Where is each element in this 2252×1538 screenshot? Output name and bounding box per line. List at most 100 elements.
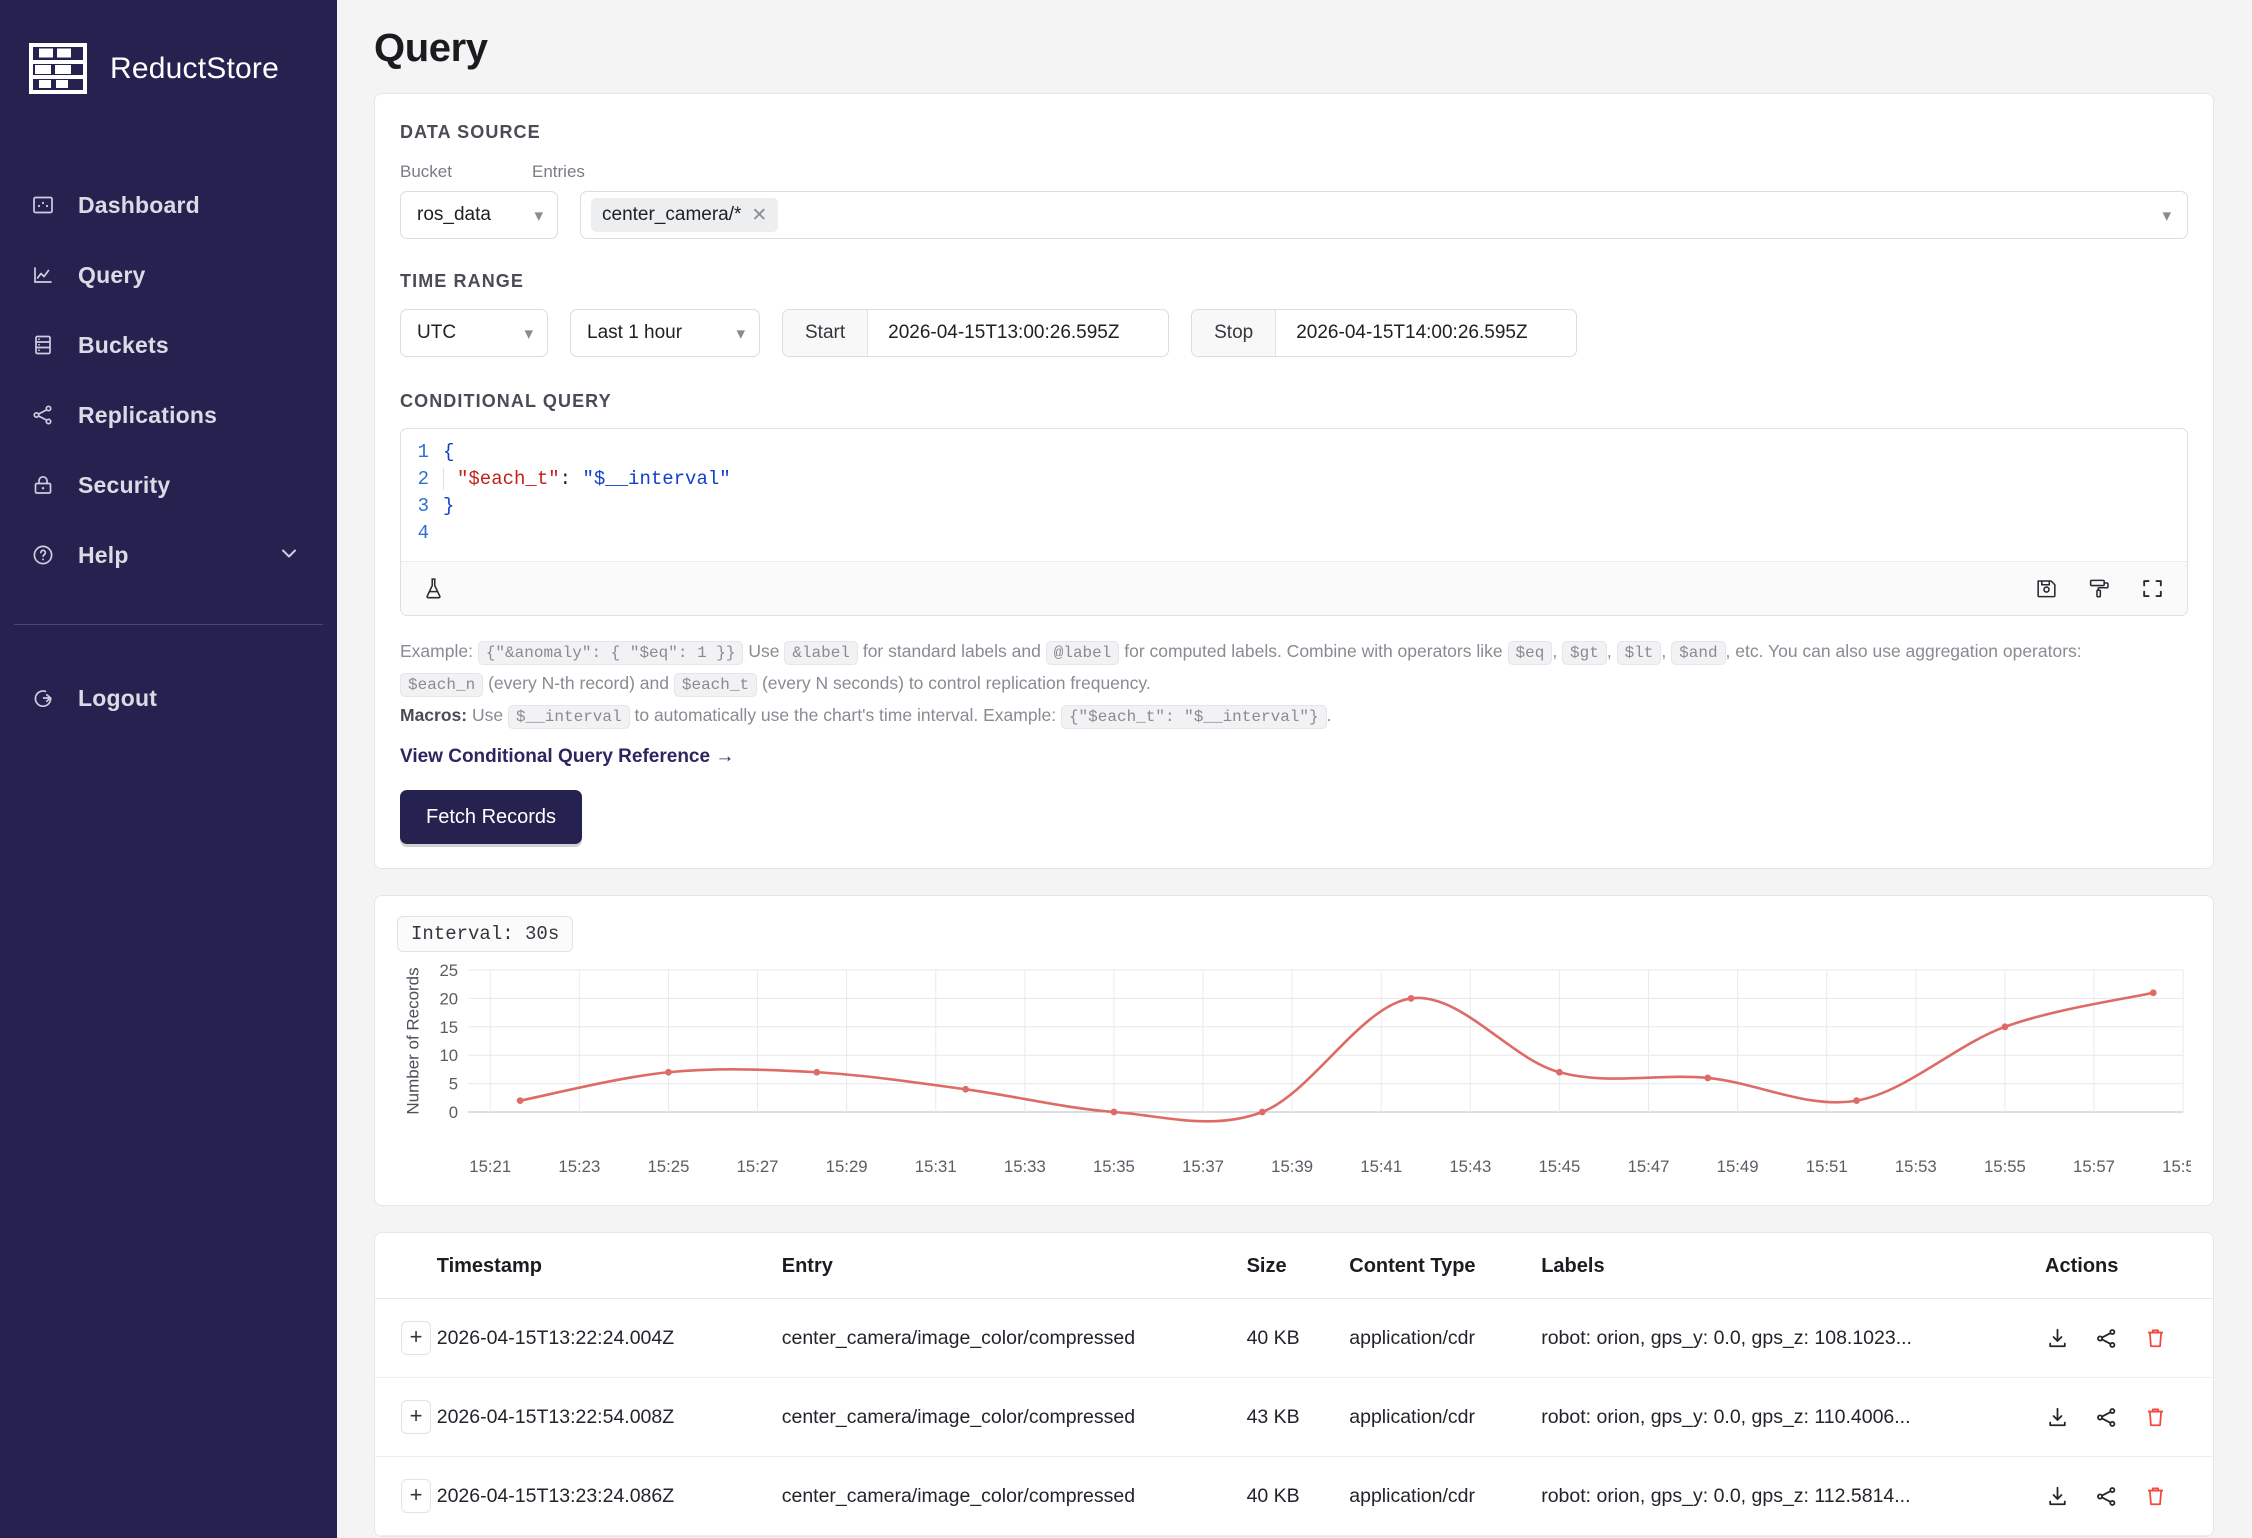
start-value[interactable]: 2026-04-15T13:00:26.595Z [888,322,1120,343]
stop-value[interactable]: 2026-04-15T14:00:26.595Z [1296,322,1528,343]
hint-text: (every N seconds) to control replication… [761,673,1151,693]
delete-icon[interactable] [2143,1405,2168,1430]
code-line-content: "$each_t": "$__interval" [443,468,731,490]
sidebar-item-buckets[interactable]: Buckets [0,310,337,380]
svg-text:15:53: 15:53 [1895,1157,1937,1176]
row-expand-cell: + [375,1377,437,1457]
hint-code: @label [1045,641,1120,665]
table-row[interactable]: +2026-04-15T13:22:54.008Z center_camera/i… [375,1377,2213,1457]
records-table-head: Timestamp Entry Size Content Type Labels… [375,1233,2213,1299]
share-nodes-icon [30,402,56,428]
col-timestamp[interactable]: Timestamp [436,1233,782,1299]
entry-chip[interactable]: center_camera/* ✕ [591,198,779,232]
row-expand-cell: + [375,1298,437,1378]
chart-x-axis: 15:21 15:23 15:25 15:27 15:29 15:31 15:33 15:35… [469,1157,2204,1176]
sidebar-item-query[interactable]: Query [0,240,337,310]
hint-code: &label [784,641,858,665]
col-entry[interactable]: Entry [781,1233,1247,1299]
svg-text:15:27: 15:27 [737,1157,779,1176]
svg-text:15:37: 15:37 [1182,1157,1224,1176]
svg-text:15:41: 15:41 [1360,1157,1402,1176]
share-icon[interactable] [2094,1326,2119,1351]
sidebar-item-label: Replications [78,401,218,428]
logout-icon [30,685,56,711]
col-labels[interactable]: Labels [1541,1233,2046,1299]
col-size[interactable]: Size [1246,1233,1350,1299]
page-title: Query [374,26,488,70]
cell-timestamp: 2026-04-15T13:22:54.008Z [436,1377,782,1457]
chevron-down-icon[interactable]: ▾ [2162,205,2171,225]
svg-text:15:45: 15:45 [1538,1157,1580,1176]
cell-entry: center_camera/image_color/compressed [781,1456,1247,1536]
chevron-down-icon[interactable] [277,541,301,570]
code-token-close-brace: } [443,495,455,517]
download-icon[interactable] [2045,1326,2070,1351]
preset-range-value: Last 1 hour [587,322,683,343]
sidebar-item-help[interactable]: Help [0,520,337,590]
delete-icon[interactable] [2143,1484,2168,1509]
chevron-down-icon: ▾ [736,323,745,343]
cell-content-type: application/cdr [1349,1377,1542,1457]
entries-label: Entries [532,162,585,181]
share-icon[interactable] [2094,1484,2119,1509]
start-label: Start [783,310,869,356]
start-time-field[interactable]: Start 2026-04-15T13:00:26.595Z [782,309,1170,357]
download-icon[interactable] [2045,1405,2070,1430]
expand-row-button[interactable]: + [401,1400,431,1434]
sidebar-item-dashboard[interactable]: Dashboard [0,170,337,240]
code-line: 2 "$each_t": "$__interval" [401,468,2187,495]
cell-size: 40 KB [1246,1298,1350,1378]
bucket-select[interactable]: ros_data ▾ [400,191,558,239]
sidebar-item-security[interactable]: Security [0,450,337,520]
sidebar-item-replications[interactable]: Replications [0,380,337,450]
cell-labels: robot: orion, gps_y: 0.0, gps_z: 112.581… [1541,1456,2046,1536]
entries-multiselect[interactable]: center_camera/* ✕ ▾ [580,191,2188,239]
table-row[interactable]: +2026-04-15T13:22:24.004Z center_camera/i… [375,1298,2213,1378]
cell-size: 40 KB [1246,1456,1350,1536]
conditional-query-reference-link[interactable]: View Conditional Query Reference → [400,746,735,767]
svg-text:25: 25 [439,961,458,980]
svg-text:15: 15 [439,1018,458,1037]
question-circle-icon [30,542,56,568]
save-icon[interactable] [2034,576,2059,601]
svg-text:15:21: 15:21 [469,1157,511,1176]
records-chart[interactable]: 0 5 10 15 20 25 Number of Records 15:21 15:23 15… [397,960,2204,1195]
col-expand [375,1233,437,1299]
bucket-label: Bucket [400,162,452,181]
editor-footer [401,561,2187,615]
format-paint-roller-icon[interactable] [2087,576,2112,601]
cell-labels: robot: orion, gps_y: 0.0, gps_z: 108.102… [1541,1298,2046,1378]
code-line: 3 } [401,495,2187,522]
line-number: 4 [417,522,429,544]
chevron-down-icon: ▾ [524,323,533,343]
share-icon[interactable] [2094,1405,2119,1430]
download-icon[interactable] [2045,1484,2070,1509]
timezone-select[interactable]: UTC ▾ [400,309,548,357]
flask-icon[interactable] [421,576,446,601]
timezone-value: UTC [417,322,457,343]
expand-row-button[interactable]: + [401,1321,431,1355]
editor-code-area[interactable]: 1 { 2 "$each_t": "$__interval" 3 } 4 [401,429,2187,561]
fullscreen-icon[interactable] [2140,576,2165,601]
sidebar-item-logout[interactable]: Logout [0,663,337,733]
preset-range-select[interactable]: Last 1 hour ▾ [570,309,760,357]
server-icon [30,332,56,358]
col-content-type[interactable]: Content Type [1349,1233,1542,1299]
lock-icon [30,472,56,498]
svg-text:15:49: 15:49 [1717,1157,1759,1176]
hint-code: $eq [1507,641,1553,665]
stop-time-field[interactable]: Stop 2026-04-15T14:00:26.595Z [1191,309,1578,357]
sidebar-item-label: Help [78,541,129,568]
close-icon[interactable]: ✕ [751,204,768,226]
delete-icon[interactable] [2143,1326,2168,1351]
sidebar-nav: Dashboard Query [0,170,337,733]
svg-text:15:33: 15:33 [1004,1157,1046,1176]
sidebar-divider [14,624,323,625]
expand-row-button[interactable]: + [401,1479,431,1513]
fetch-records-button[interactable]: Fetch Records [400,790,583,844]
table-row[interactable]: +2026-04-15T13:23:24.086Z center_camera/i… [375,1456,2213,1536]
hint-text: Use [471,705,504,725]
code-line: 1 { [401,441,2187,468]
conditional-query-editor[interactable]: 1 { 2 "$each_t": "$__interval" 3 } 4 [400,428,2188,616]
brand[interactable]: ReductStore [0,0,337,112]
